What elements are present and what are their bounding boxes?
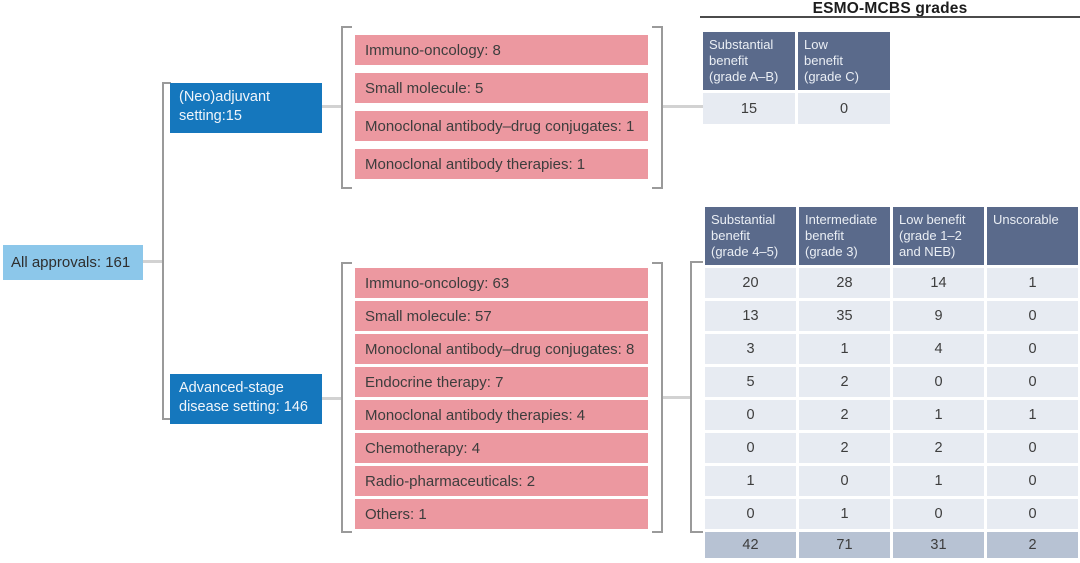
table-value-cell: 0 xyxy=(798,93,890,124)
table-value-cell: 0 xyxy=(987,499,1078,529)
table-value-cell: 14 xyxy=(893,268,984,298)
table-value-cell: 20 xyxy=(705,268,796,298)
table-total-cell: 2 xyxy=(987,532,1078,558)
table-value-cell: 0 xyxy=(987,466,1078,496)
category-box: Chemotherapy: 4 xyxy=(355,433,648,463)
bracket-connector xyxy=(341,26,352,189)
bracket-connector xyxy=(690,261,703,533)
table-value-cell: 0 xyxy=(893,499,984,529)
table-value-cell: 13 xyxy=(705,301,796,331)
table-total-cell: 71 xyxy=(799,532,890,558)
title-rule xyxy=(700,16,1080,18)
category-box: Monoclonal antibody–drug conjugates: 8 xyxy=(355,334,648,364)
table-value-cell: 1 xyxy=(987,400,1078,430)
table-value-cell: 1 xyxy=(705,466,796,496)
table-value-cell: 1 xyxy=(893,466,984,496)
table-value-cell: 2 xyxy=(799,433,890,463)
table-value-cell: 0 xyxy=(799,466,890,496)
category-box: Immuno-oncology: 63 xyxy=(355,268,648,298)
table-header-cell: Unscorable xyxy=(987,207,1078,265)
connector-line xyxy=(663,396,690,399)
category-box: Radio-pharmaceuticals: 2 xyxy=(355,466,648,496)
table-header-cell: Low benefit (grade C) xyxy=(798,32,890,90)
table-value-cell: 0 xyxy=(987,334,1078,364)
table-header-cell: Low benefit (grade 1–2 and NEB) xyxy=(893,207,984,265)
table-value-cell: 0 xyxy=(893,367,984,397)
table-value-cell: 15 xyxy=(703,93,795,124)
connector-line xyxy=(663,105,703,108)
table-value-cell: 0 xyxy=(705,499,796,529)
table-value-cell: 1 xyxy=(799,334,890,364)
table-value-cell: 0 xyxy=(987,367,1078,397)
connector-line xyxy=(143,260,162,263)
table-value-cell: 2 xyxy=(893,433,984,463)
category-box: Monoclonal antibody–drug conjugates: 1 xyxy=(355,111,648,141)
category-box: Immuno-oncology: 8 xyxy=(355,35,648,65)
table-value-cell: 0 xyxy=(705,433,796,463)
table-value-cell: 1 xyxy=(987,268,1078,298)
table-value-cell: 4 xyxy=(893,334,984,364)
table-header-cell: Substantial benefit (grade 4–5) xyxy=(705,207,796,265)
bracket-connector xyxy=(652,262,663,533)
table-value-cell: 2 xyxy=(799,400,890,430)
table-value-cell: 9 xyxy=(893,301,984,331)
table-value-cell: 0 xyxy=(987,433,1078,463)
table-value-cell: 1 xyxy=(799,499,890,529)
connector-line xyxy=(322,105,341,108)
figure-title: ESMO-MCBS grades xyxy=(812,0,968,17)
bracket-connector xyxy=(652,26,663,189)
setting-node-advanced: Advanced-stage disease setting: 146 xyxy=(170,374,322,424)
category-box: Endocrine therapy: 7 xyxy=(355,367,648,397)
table-value-cell: 35 xyxy=(799,301,890,331)
advanced-grades-table: Substantial benefit (grade 4–5) Intermed… xyxy=(705,207,1078,558)
bracket-connector xyxy=(162,82,171,420)
table-value-cell: 28 xyxy=(799,268,890,298)
table-header-cell: Substantial benefit (grade A–B) xyxy=(703,32,795,90)
connector-line xyxy=(322,397,341,400)
category-box: Monoclonal antibody therapies: 1 xyxy=(355,149,648,179)
table-value-cell: 5 xyxy=(705,367,796,397)
neoadjuvant-grades-table: Substantial benefit (grade A–B) Low bene… xyxy=(703,32,890,124)
table-value-cell: 0 xyxy=(705,400,796,430)
setting-node-neoadjuvant: (Neo)adjuvant setting:15 xyxy=(170,83,322,133)
table-value-cell: 1 xyxy=(893,400,984,430)
table-value-cell: 3 xyxy=(705,334,796,364)
bracket-connector xyxy=(341,262,352,533)
category-box: Monoclonal antibody therapies: 4 xyxy=(355,400,648,430)
category-box: Small molecule: 57 xyxy=(355,301,648,331)
table-value-cell: 2 xyxy=(799,367,890,397)
table-value-cell: 0 xyxy=(987,301,1078,331)
category-box: Others: 1 xyxy=(355,499,648,529)
table-header-cell: Intermediate benefit (grade 3) xyxy=(799,207,890,265)
category-box: Small molecule: 5 xyxy=(355,73,648,103)
table-total-cell: 42 xyxy=(705,532,796,558)
table-total-cell: 31 xyxy=(893,532,984,558)
root-node-all-approvals: All approvals: 161 xyxy=(3,245,143,280)
